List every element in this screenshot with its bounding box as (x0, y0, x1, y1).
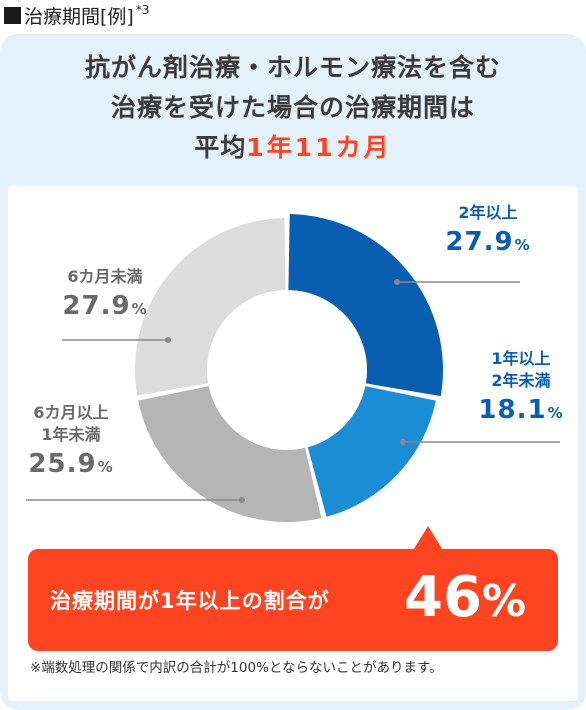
slice-1y-2y (307, 386, 436, 517)
slice-6m-1y (138, 386, 322, 522)
slice-name-2y-plus: 2年以上 (458, 203, 518, 222)
callout-unit: % (481, 576, 527, 627)
callout-value: 46% (404, 561, 526, 639)
summary-callout: 治療期間が1年以上の割合が 46% (28, 549, 558, 651)
headline: 抗がん剤治療・ホルモン療法を含む 治療を受けた場合の治療期間は 平均1年11カ月 (0, 48, 586, 168)
slice-2y-plus (288, 214, 443, 397)
slice-under-6m (135, 218, 286, 396)
leader-1y-2y-dot (400, 439, 406, 445)
slice-value-6m-1y: 25.9% (28, 449, 114, 479)
headline-line-2: 治療を受けた場合の治療期間は (110, 93, 475, 122)
slice-label-1y-2y: 1年以上 2年未満 18.1% (466, 348, 576, 431)
callout-number: 46 (404, 565, 482, 630)
square-bullet-icon (4, 6, 21, 24)
section-title: 治療期間[例] *3 (4, 2, 149, 28)
slice-name-1y-2y-b: 2年未満 (491, 371, 551, 390)
leader-2y-plus-dot (394, 279, 400, 285)
slice-name-6m-1y-b: 1年未満 (41, 425, 101, 444)
slice-label-under-6m: 6カ月未満 27.9% (50, 266, 160, 327)
slice-name-under-6m: 6カ月未満 (67, 267, 143, 286)
slice-name-1y-2y-a: 1年以上 (491, 349, 551, 368)
slice-label-6m-1y: 6カ月以上 1年未満 25.9% (16, 402, 126, 485)
leader-under-6m-dot (165, 337, 171, 343)
section-title-note: *3 (135, 3, 150, 17)
section-title-text: 治療期間[例] (24, 5, 134, 28)
slice-label-2y-plus: 2年以上 27.9% (433, 202, 543, 263)
headline-line-3: 平均1年11カ月 (0, 128, 586, 168)
headline-line-1: 抗がん剤治療・ホルモン療法を含む (84, 53, 501, 82)
slice-value-2y-plus: 27.9% (445, 227, 531, 257)
slice-value-1y-2y: 18.1% (478, 395, 564, 425)
leader-6m-1y-dot (239, 497, 245, 503)
headline-average-value: 1年11カ月 (246, 133, 392, 162)
slice-value-under-6m: 27.9% (62, 291, 148, 321)
slice-name-6m-1y-a: 6カ月以上 (33, 403, 109, 422)
headline-prefix: 平均 (194, 133, 247, 162)
callout-text: 治療期間が1年以上の割合が (50, 589, 330, 613)
footnote: ※端数処理の関係で内訳の合計が100%とならないことがあります。 (30, 660, 443, 676)
